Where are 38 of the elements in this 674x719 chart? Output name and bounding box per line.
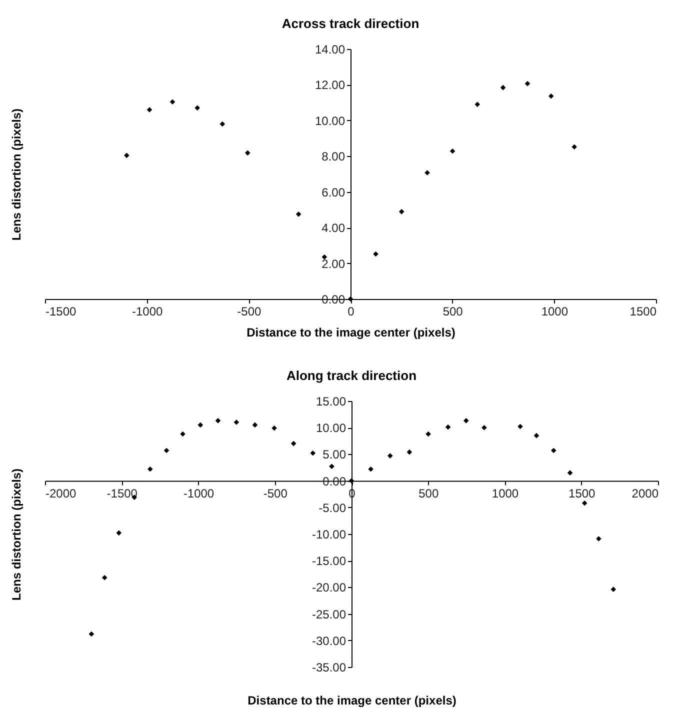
- x-tick-label: -1000: [132, 304, 163, 318]
- x-tick-label: 2000: [632, 486, 659, 500]
- y-tick-label: -5.00: [318, 500, 346, 515]
- y-tick-label: 10.00: [316, 421, 346, 436]
- x-tick-label: 500: [442, 304, 464, 318]
- y-tick-label: -30.00: [312, 634, 346, 648]
- y-tick-label: 6.00: [322, 185, 346, 200]
- x-tick-label: 0: [348, 304, 355, 318]
- x-tick-label: -500: [237, 304, 262, 318]
- x-axis-title: Distance to the image center (pixels): [248, 694, 456, 708]
- y-tick-label: 2.00: [322, 256, 346, 271]
- x-tick-label: -500: [263, 486, 288, 500]
- y-axis-title: Lens distortion (pixels): [10, 468, 24, 601]
- chart-title: Along track direction: [286, 368, 417, 383]
- y-tick-label: 8.00: [322, 150, 346, 164]
- y-tick-label: 14.00: [314, 42, 346, 56]
- x-tick-label: 500: [418, 486, 439, 500]
- y-tick-label: -20.00: [312, 580, 346, 595]
- x-tick-label: 1000: [541, 304, 568, 318]
- x-tick-label: -2000: [46, 486, 77, 500]
- y-tick-label: -10.00: [312, 528, 346, 542]
- x-tick-label: 1500: [568, 486, 596, 500]
- y-tick-label: -15.00: [312, 554, 346, 568]
- y-tick-label: 5.00: [322, 448, 346, 462]
- x-tick-label: 1000: [492, 486, 519, 500]
- y-tick-label: 12.00: [314, 78, 346, 92]
- y-tick-label: 15.00: [316, 394, 346, 408]
- y-tick-label: 4.00: [322, 221, 346, 236]
- x-tick-label: -1000: [183, 486, 214, 500]
- x-tick-label: 1500: [630, 304, 657, 318]
- y-tick-label: 10.00: [314, 114, 346, 128]
- y-tick-label: -35.00: [312, 660, 346, 674]
- x-tick-label: -1500: [46, 304, 77, 318]
- x-axis-title: Distance to the image center (pixels): [246, 326, 456, 340]
- y-axis-title: Lens distortion (pixels): [10, 108, 24, 241]
- y-tick-label: -25.00: [312, 607, 346, 622]
- x-tick-label: -1500: [106, 486, 138, 500]
- chart-title: Across track direction: [282, 16, 420, 31]
